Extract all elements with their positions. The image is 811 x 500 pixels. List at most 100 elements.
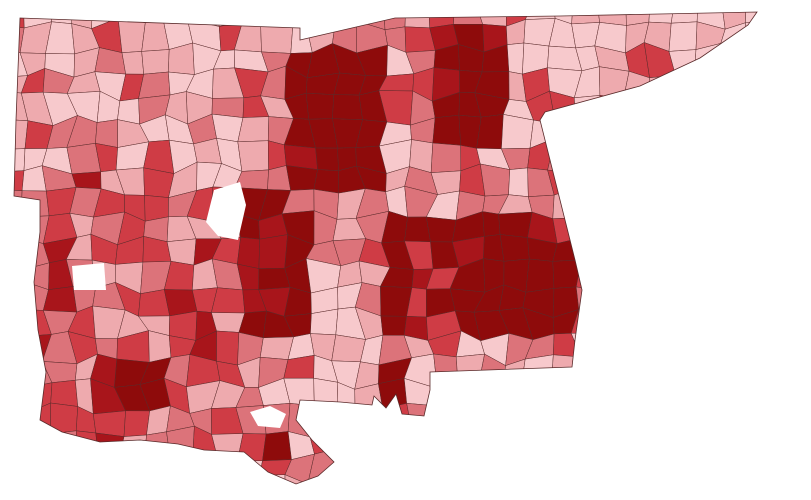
- county: [551, 354, 582, 383]
- county: [619, 115, 645, 143]
- county: [426, 476, 455, 484]
- county: [673, 285, 696, 309]
- county: [647, 428, 670, 455]
- county: [14, 282, 30, 316]
- county: [309, 405, 340, 438]
- county: [14, 211, 22, 244]
- county: [742, 288, 757, 314]
- county: [624, 450, 650, 484]
- county: [795, 357, 811, 389]
- county: [789, 114, 811, 146]
- county: [478, 426, 508, 462]
- county: [14, 189, 23, 218]
- county: [381, 451, 407, 483]
- county: [214, 478, 243, 484]
- county: [528, 435, 556, 455]
- county: [380, 315, 407, 336]
- county: [602, 434, 627, 455]
- county: [739, 95, 757, 115]
- county: [0, 404, 3, 429]
- county: [44, 0, 74, 6]
- county: [570, 380, 606, 405]
- county: [14, 266, 30, 292]
- county: [575, 259, 602, 292]
- county: [14, 309, 29, 337]
- county: [24, 426, 53, 462]
- county: [767, 237, 797, 267]
- county: [691, 475, 724, 484]
- county: [645, 282, 678, 316]
- county: [508, 167, 529, 197]
- county: [529, 406, 551, 437]
- county: [716, 387, 744, 407]
- county: [769, 288, 798, 317]
- county: [620, 358, 650, 385]
- county: [741, 474, 757, 484]
- county: [693, 192, 724, 213]
- county: [338, 475, 359, 484]
- county: [20, 190, 50, 218]
- county: [574, 95, 602, 124]
- county: [715, 475, 747, 484]
- county: [0, 451, 2, 476]
- county: [0, 1, 6, 27]
- county: [767, 266, 790, 289]
- county: [647, 452, 678, 484]
- county: [575, 114, 604, 151]
- county: [787, 236, 811, 270]
- county: [75, 430, 99, 460]
- county: [162, 12, 196, 20]
- county: [786, 170, 811, 189]
- county: [772, 432, 791, 458]
- county: [763, 189, 791, 219]
- county: [546, 476, 577, 484]
- county: [381, 430, 413, 459]
- county: [793, 96, 811, 118]
- county: [144, 452, 170, 484]
- county: [430, 384, 459, 414]
- county: [50, 379, 79, 407]
- county: [428, 405, 462, 429]
- county: [773, 309, 797, 339]
- county: [0, 0, 2, 2]
- county: [795, 389, 811, 411]
- county: [602, 450, 627, 480]
- county: [668, 452, 693, 476]
- county: [623, 162, 649, 190]
- county: [571, 356, 603, 385]
- county: [242, 12, 261, 24]
- county: [665, 195, 696, 213]
- county: [601, 288, 626, 317]
- county: [691, 387, 723, 410]
- county: [307, 478, 340, 484]
- county: [764, 354, 797, 389]
- county: [571, 12, 600, 25]
- county: [740, 162, 757, 195]
- county: [505, 406, 535, 437]
- county: [166, 425, 195, 459]
- county: [718, 66, 740, 97]
- lake: [206, 182, 246, 240]
- county: [22, 453, 53, 484]
- county: [474, 0, 506, 4]
- county: [457, 383, 480, 414]
- county: [793, 311, 811, 331]
- county: [770, 21, 790, 49]
- county: [383, 12, 406, 30]
- county: [498, 211, 533, 238]
- county: [787, 430, 811, 460]
- county: [14, 403, 30, 430]
- county: [355, 429, 388, 459]
- county: [211, 0, 246, 4]
- county: [742, 260, 757, 292]
- county: [790, 288, 811, 317]
- county: [426, 216, 457, 243]
- county: [475, 383, 507, 409]
- county: [715, 166, 743, 193]
- county: [49, 12, 73, 24]
- county: [596, 235, 628, 270]
- county: [482, 478, 505, 484]
- county: [624, 261, 653, 289]
- county: [92, 0, 125, 1]
- county: [570, 429, 606, 455]
